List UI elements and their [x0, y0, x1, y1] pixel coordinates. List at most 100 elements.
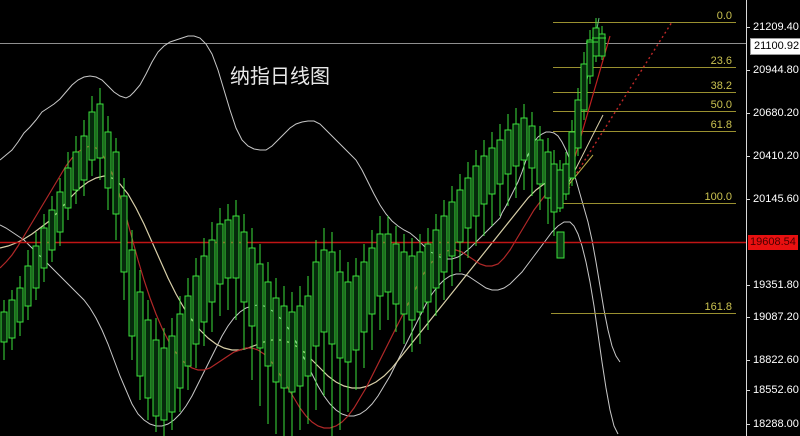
- candle: [562, 152, 570, 200]
- chart-title: 纳指日线图: [230, 64, 330, 88]
- candle: [520, 104, 528, 190]
- candle: [120, 178, 128, 300]
- candle: [360, 244, 368, 368]
- candle: [440, 200, 448, 300]
- candle: [304, 276, 312, 424]
- price-axis[interactable]: 21209.40 20944.80 20680.20 20410.20 2014…: [746, 0, 800, 436]
- candle: [556, 160, 564, 212]
- candle: [344, 262, 352, 412]
- candle: [400, 234, 408, 344]
- candle: [574, 88, 582, 156]
- axis-vertical-line: [746, 0, 747, 436]
- candle: [598, 26, 606, 60]
- candle: [472, 150, 480, 246]
- candle: [176, 296, 184, 412]
- candle: [8, 290, 16, 350]
- candle: [112, 138, 120, 240]
- candle: [448, 186, 456, 286]
- candle: [152, 318, 160, 432]
- candle: [368, 230, 376, 350]
- candle: [48, 196, 56, 262]
- candle: [568, 120, 576, 186]
- candle: [432, 214, 440, 316]
- candle: [184, 278, 192, 390]
- candle: [136, 270, 144, 400]
- fib-label-236: 23.6: [710, 55, 732, 67]
- axis-label-price: 18822.60: [753, 354, 799, 366]
- candle: [392, 226, 400, 332]
- candle: [72, 136, 80, 204]
- pivot-candle: [556, 231, 565, 259]
- candle: [80, 120, 88, 196]
- candle: [272, 278, 280, 434]
- alert-price-label[interactable]: 19608.54: [748, 235, 798, 250]
- candle: [264, 262, 272, 424]
- candle: [488, 132, 496, 226]
- axis-tick: [746, 390, 750, 391]
- candle: [352, 258, 360, 390]
- candle: [320, 228, 328, 396]
- candle: [416, 234, 424, 344]
- axis-tick: [746, 199, 750, 200]
- candle: [580, 52, 588, 120]
- bollinger-upper-band: [0, 35, 621, 363]
- candle: [504, 114, 512, 206]
- candle: [232, 200, 240, 320]
- candle: [32, 232, 40, 300]
- candle: [216, 208, 224, 316]
- fan-line-short-yellow: [565, 154, 594, 189]
- axis-label-price: 18288.00: [753, 418, 799, 430]
- candle: [88, 96, 96, 176]
- candle: [280, 286, 288, 436]
- axis-label-price: 20145.60: [753, 193, 799, 205]
- candle: [0, 300, 8, 360]
- axis-tick: [746, 113, 750, 114]
- candle: [544, 138, 552, 224]
- candle: [528, 112, 536, 196]
- candle: [64, 152, 72, 220]
- candle: [336, 250, 344, 430]
- candle: [586, 30, 594, 84]
- bollinger-lower-band: [0, 221, 619, 435]
- candle: [288, 292, 296, 436]
- chart-canvas: [0, 17, 746, 436]
- fan-line-dotted-red: [565, 21, 673, 191]
- current-price-label[interactable]: 21100.92: [750, 38, 800, 55]
- candle: [200, 238, 208, 346]
- candle: [40, 214, 48, 282]
- fib-label-1618: 161.8: [704, 301, 732, 313]
- axis-label-price: 19087.20: [753, 311, 799, 323]
- candle-marker-group: [586, 37, 606, 43]
- candle: [296, 286, 304, 430]
- candle: [536, 126, 544, 210]
- candle: [224, 204, 232, 310]
- candle: [256, 244, 264, 406]
- candle: [550, 150, 558, 236]
- fib-label-50: 50.0: [710, 99, 732, 111]
- candle: [328, 232, 336, 436]
- candle: [456, 174, 464, 272]
- axis-label-price: 20680.20: [753, 107, 799, 119]
- candle: [312, 240, 320, 410]
- axis-label-price: 20410.20: [753, 150, 799, 162]
- axis-tick: [746, 285, 750, 286]
- fib-label-382: 38.2: [710, 80, 732, 92]
- candle: [24, 250, 32, 320]
- candle: [144, 300, 152, 420]
- candle: [496, 124, 504, 216]
- candle: [56, 178, 64, 246]
- candle: [96, 88, 104, 180]
- candle: [464, 162, 472, 258]
- candle: [424, 228, 432, 330]
- candle: [240, 214, 248, 350]
- candle: [376, 216, 384, 330]
- candle: [248, 228, 256, 380]
- fib-label-100: 100.0: [704, 191, 732, 203]
- candle: [192, 258, 200, 368]
- axis-tick: [746, 424, 750, 425]
- fib-label-0: 0.0: [716, 10, 732, 22]
- candle: [480, 140, 488, 236]
- candle: [160, 328, 168, 436]
- candle: [104, 116, 112, 210]
- chart-plot-area[interactable]: 纳指日线图 0.0 23.6 38.2 50.0 61.8 100.0 161.…: [0, 0, 746, 436]
